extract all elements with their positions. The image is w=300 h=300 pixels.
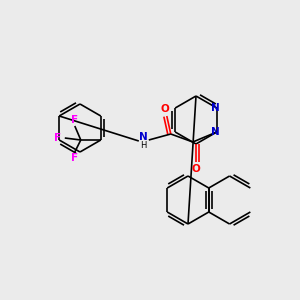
Text: N: N <box>140 132 148 142</box>
Text: F: F <box>71 153 78 163</box>
Text: H: H <box>141 140 147 149</box>
Text: O: O <box>160 104 169 114</box>
Text: O: O <box>192 164 200 174</box>
Text: N: N <box>212 127 220 137</box>
Text: N: N <box>212 103 220 113</box>
Text: F: F <box>54 133 61 143</box>
Text: F: F <box>71 115 78 125</box>
